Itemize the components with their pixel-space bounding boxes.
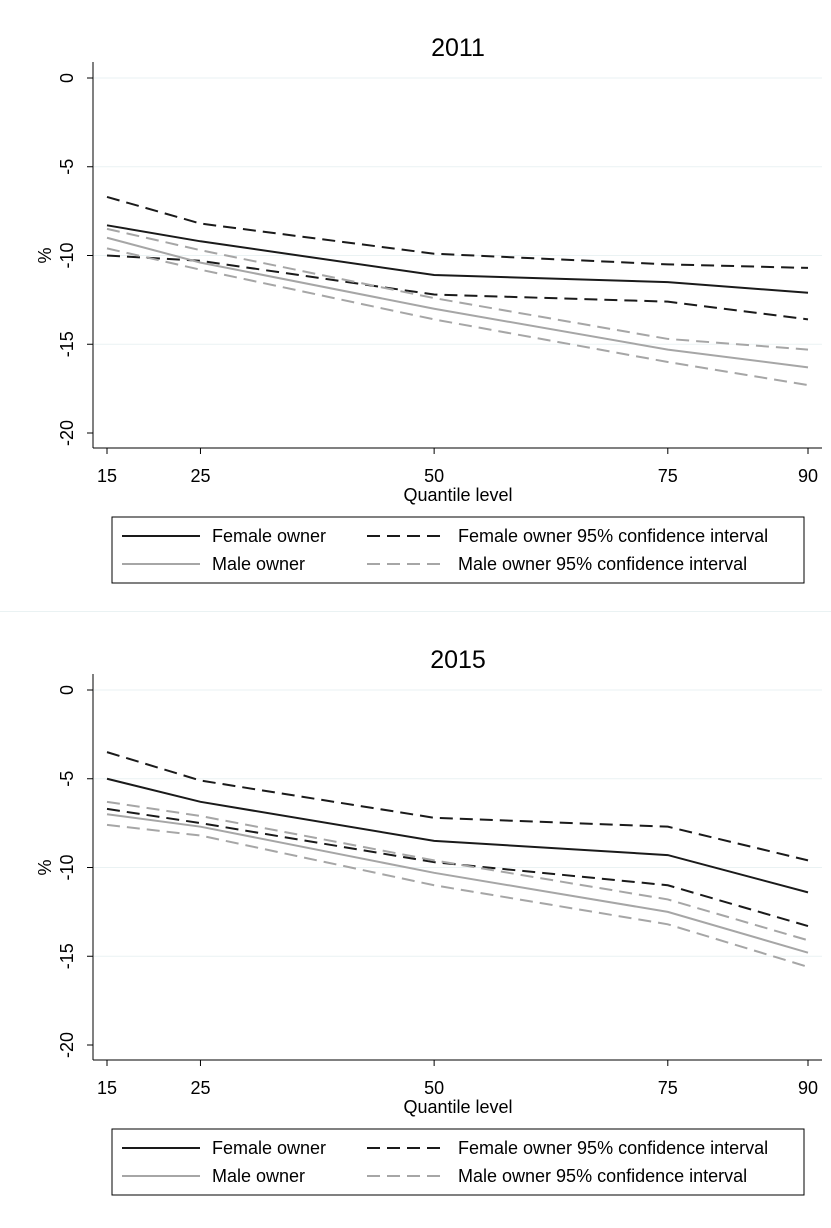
x-tick-label: 90 [798,466,818,486]
x-tick-label: 25 [190,1078,210,1098]
y-tick-label: -10 [57,854,77,880]
x-axis-label: Quantile level [403,1097,512,1117]
series-line-0 [106,777,809,894]
y-tick-label: -15 [57,331,77,357]
y-tick-label: -20 [57,1032,77,1058]
x-tick-label: 90 [798,1078,818,1098]
series-line-0 [106,224,809,294]
legend-label: Female owner 95% confidence interval [458,1138,768,1158]
series-line-4 [106,800,809,942]
y-tick-label: -5 [57,771,77,787]
y-tick-label: -10 [57,242,77,268]
series-line-5 [106,823,809,968]
legend-box [111,516,805,584]
panel-divider [0,611,831,612]
x-axis-label: Quantile level [403,485,512,505]
legend-label: Male owner 95% confidence interval [458,554,747,574]
y-tick-label: -20 [57,420,77,446]
chart-title: 2015 [430,646,486,674]
legend-label: Female owner [212,1138,326,1158]
series-line-5 [106,247,809,387]
series-line-2 [106,254,809,321]
series-line-1 [106,751,809,862]
chart-panel-2015: 2015 0 -5 -10 -15 -20% 15 25 50 75 90 Quantile leve… [0,612,831,1223]
legend-label: Male owner 95% confidence interval [458,1166,747,1186]
legend-label: Male owner [212,554,305,574]
line-chart-2015: 2015 0 -5 -10 -15 -20% 15 25 50 75 90 Quantile leve… [35,646,822,1196]
series-line-4 [106,227,809,351]
x-tick-label: 50 [424,1078,444,1098]
line-chart-2011: 2011 0 -5 -10 -15 -20% 15 25 50 75 90 Quantile leve… [35,34,822,584]
x-tick-label: 50 [424,466,444,486]
chart-title: 2011 [431,34,485,62]
legend-box [111,1128,805,1196]
series-line-2 [106,807,809,928]
y-tick-label: 0 [57,73,77,83]
x-tick-label: 25 [190,466,210,486]
y-tick-label: 0 [57,685,77,695]
y-axis-label: % [35,859,55,875]
legend-label: Male owner [212,1166,305,1186]
series-line-3 [106,236,809,369]
chart-panel-2011: 2011 0 -5 -10 -15 -20% 15 25 50 75 90 Quantile leve… [0,0,831,611]
x-tick-label: 15 [97,466,117,486]
x-tick-label: 75 [658,466,678,486]
legend-label: Female owner [212,526,326,546]
x-tick-label: 75 [658,1078,678,1098]
y-tick-label: -15 [57,943,77,969]
y-axis-label: % [35,247,55,263]
series-line-1 [106,195,809,269]
legend-label: Female owner 95% confidence interval [458,526,768,546]
x-tick-label: 15 [97,1078,117,1098]
series-line-3 [106,813,809,954]
y-tick-label: -5 [57,159,77,175]
